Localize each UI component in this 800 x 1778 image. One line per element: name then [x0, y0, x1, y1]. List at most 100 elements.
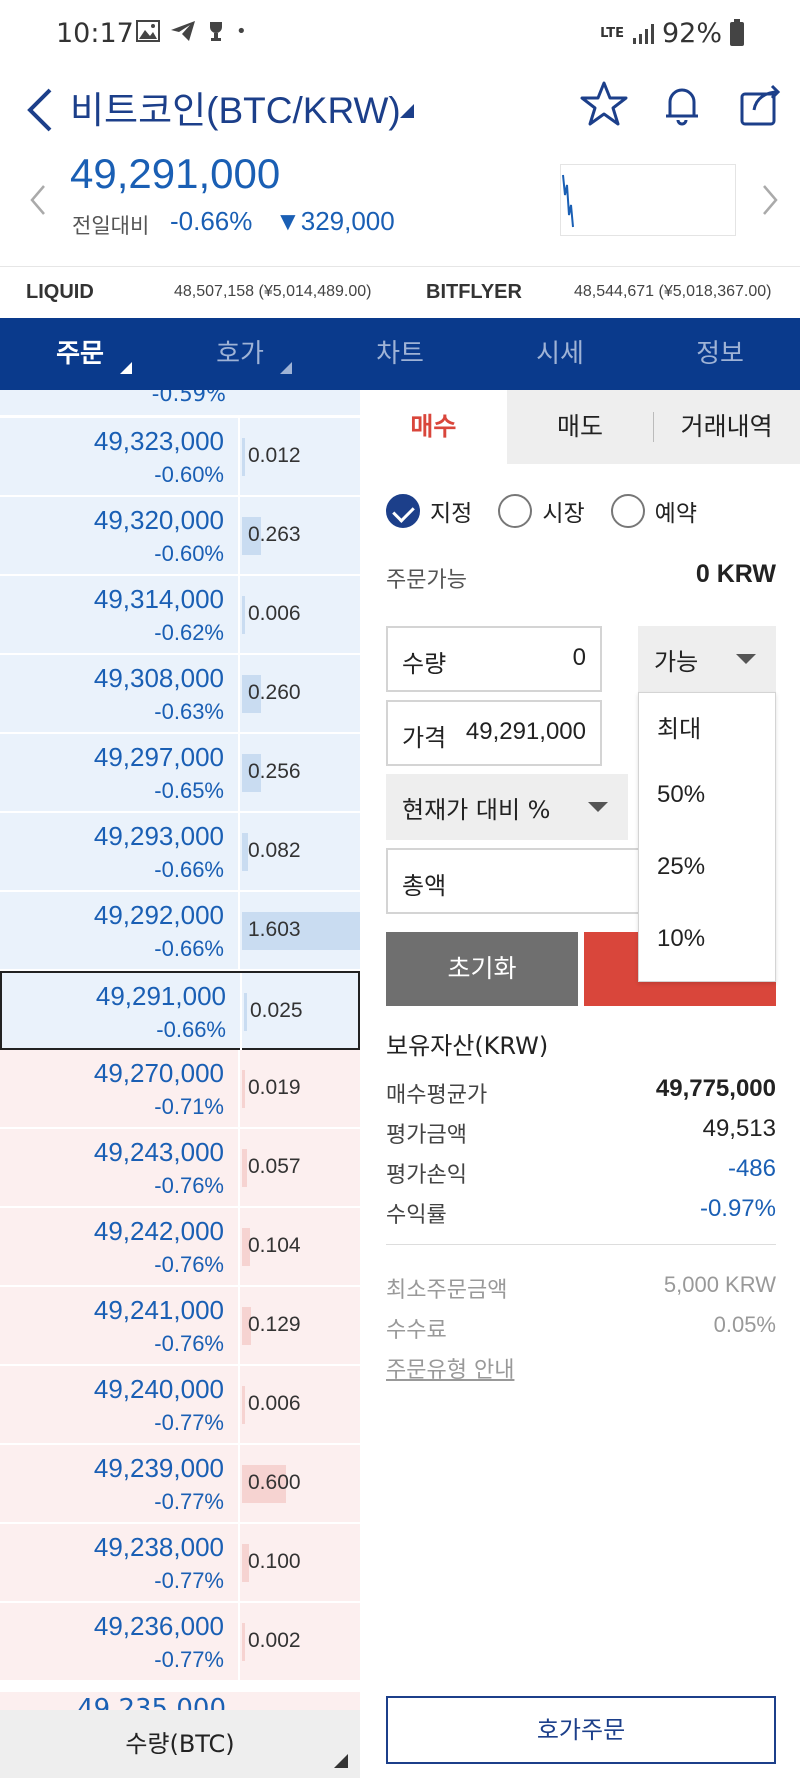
tab-info[interactable]: 정보: [696, 339, 744, 369]
orderbook-row[interactable]: 49,292,000 -0.66% 1.603: [0, 892, 360, 971]
orderbook-price: 49,238,000: [93, 1532, 224, 1562]
orderbook-row[interactable]: 49,240,000 -0.77% 0.006: [0, 1366, 360, 1445]
orderbook-row[interactable]: 49,239,000 -0.77% 0.600: [0, 1445, 360, 1524]
star-icon[interactable]: [578, 78, 630, 130]
change-percent: -0.66%: [170, 206, 253, 236]
orderbook-volume-bar: [242, 754, 261, 792]
tab-chart[interactable]: 차트: [376, 339, 424, 369]
orderbook-row[interactable]: 49,243,000 -0.76% 0.057: [0, 1129, 360, 1208]
tab-order[interactable]: 주문: [0, 318, 160, 390]
next-arrow-icon[interactable]: [754, 180, 784, 220]
orderbook-pct: -0.76%: [154, 1173, 224, 1198]
coin-title[interactable]: 비트코인(BTC/KRW): [70, 90, 401, 131]
price-input[interactable]: 가격 49,291,000: [386, 700, 602, 766]
orderbook-qty: 1.603: [248, 918, 301, 941]
orderbook-volume-bar: [242, 1149, 247, 1187]
orderbook-pct: -0.60%: [154, 462, 224, 487]
quantity-unit-toggle[interactable]: 수량(BTC): [0, 1710, 360, 1778]
orderbook-row[interactable]: 49,293,000 -0.66% 0.082: [0, 813, 360, 892]
tab-buy[interactable]: 매수: [360, 390, 507, 464]
orderbook-row[interactable]: 49,242,000 -0.76% 0.104: [0, 1208, 360, 1287]
orderbook-row[interactable]: 49,297,000 -0.65% 0.256: [0, 734, 360, 813]
exchange-name: LIQUID: [26, 281, 94, 303]
total-input[interactable]: 총액: [386, 848, 646, 914]
status-time: 10:17: [56, 18, 134, 49]
tab-market[interactable]: 시세: [536, 339, 584, 369]
title-dropdown-icon[interactable]: [400, 104, 414, 118]
bell-icon[interactable]: [656, 78, 708, 130]
change-label: 전일대비: [72, 214, 150, 238]
orderbook-pct: -0.60%: [154, 541, 224, 566]
holdings-row: 매수평균가 49,775,000: [386, 1075, 776, 1108]
orderbook-qty: 0.025: [250, 999, 303, 1022]
order-type-options: 지정 시장 예약: [386, 494, 697, 528]
dropdown-option-max[interactable]: 최대: [657, 716, 702, 743]
orderbook-order-button[interactable]: 호가주문: [386, 1696, 776, 1764]
tab-orderbook[interactable]: 호가: [160, 318, 320, 390]
exchange-value: 48,507,158 (¥5,014,489.00): [174, 283, 372, 300]
radio-market[interactable]: 시장: [498, 494, 585, 528]
orderbook[interactable]: -0.59% 49,235,000 49,323,000 -0.60% 0.012 4…: [0, 390, 360, 1710]
dropdown-option-50[interactable]: 50%: [657, 781, 706, 808]
dropdown-option-25[interactable]: 25%: [657, 853, 706, 880]
radio-limit[interactable]: 지정: [386, 494, 472, 528]
reset-button[interactable]: 초기화: [386, 932, 578, 1006]
orderbook-row[interactable]: 49,241,000 -0.76% 0.129: [0, 1287, 360, 1366]
battery-icon: [730, 18, 744, 46]
orderbook-pct: -0.66%: [156, 1017, 226, 1042]
orderbook-row[interactable]: 49,323,000 -0.60% 0.012: [0, 418, 360, 497]
lte-icon: LTE: [600, 26, 624, 41]
orderbook-price: 49,243,000: [93, 1137, 224, 1167]
orderbook-row[interactable]: 49,320,000 -0.60% 0.263: [0, 497, 360, 576]
orderbook-row[interactable]: 49,238,000 -0.77% 0.100: [0, 1524, 360, 1603]
exchange-comparison: LIQUID 48,507,158 (¥5,014,489.00) BITFLY…: [0, 266, 800, 318]
share-icon[interactable]: [734, 78, 786, 130]
orderbook-price: 49,320,000: [93, 505, 224, 535]
orderbook-row-current[interactable]: 49,291,000 -0.66% 0.025: [0, 971, 360, 1052]
orderbook-price: 49,242,000: [93, 1216, 224, 1246]
holdings-row: 평가손익 -486: [386, 1155, 776, 1188]
available-value: 0 KRW: [695, 560, 776, 588]
orderbook-row[interactable]: 49,236,000 -0.77% 0.002: [0, 1603, 360, 1682]
percent-select[interactable]: 현재가 대비 %: [386, 774, 628, 840]
orderbook-volume-bar: [244, 993, 247, 1031]
orderbook-price: 49,235,000: [77, 1694, 226, 1710]
dropdown-option-10[interactable]: 10%: [657, 925, 706, 952]
orderbook-partial-row: 49,235,000: [0, 1692, 360, 1710]
orderbook-volume-bar: [242, 1228, 250, 1266]
orderbook-price: 49,240,000: [93, 1374, 224, 1404]
price-block: 49,291,000 전일대비 -0.66% ▼329,000: [0, 150, 800, 260]
tab-sell[interactable]: 매도: [557, 412, 604, 441]
orderbook-qty: 0.256: [248, 760, 301, 783]
orderbook-volume-bar: [242, 1070, 245, 1108]
orderbook-row[interactable]: 49,308,000 -0.63% 0.260: [0, 655, 360, 734]
mini-chart[interactable]: [560, 164, 736, 236]
radio-reserve[interactable]: 예약: [610, 494, 697, 528]
back-arrow-icon[interactable]: [20, 78, 60, 138]
orderbook-pct: -0.66%: [154, 936, 224, 961]
quantity-input[interactable]: 수량 0: [386, 626, 602, 692]
tab-history[interactable]: 거래내역: [653, 390, 800, 464]
orderbook-price: 49,239,000: [93, 1453, 224, 1483]
orderbook-row[interactable]: 49,270,000 -0.71% 0.019: [0, 1050, 360, 1129]
orderbook-qty: 0.006: [248, 602, 301, 625]
change-amount: ▼329,000: [275, 206, 395, 236]
orderbook-volume-bar: [242, 1544, 249, 1582]
orderbook-qty: 0.100: [248, 1550, 301, 1573]
orderbook-pct: -0.76%: [154, 1252, 224, 1277]
exchange-name: BITFLYER: [426, 281, 522, 303]
order-panel: 매수 매도 거래내역 지정 시장 예약 주문가능 0 KRW 수량 0 가능 가…: [360, 390, 800, 1778]
orderbook-volume-bar: [242, 517, 261, 555]
orderbook-row[interactable]: 49,314,000 -0.62% 0.006: [0, 576, 360, 655]
orderbook-price: 49,308,000: [93, 663, 224, 693]
dot-icon: •: [236, 20, 247, 42]
quantity-select[interactable]: 가능: [638, 626, 776, 692]
holdings-section: 보유자산(KRW) 매수평균가 49,775,000 평가금액 49,513 평…: [386, 1026, 776, 1231]
order-type-guide-link[interactable]: 주문유형 안내: [386, 1358, 515, 1383]
quantity-dropdown-menu: 최대 50% 25% 10%: [638, 692, 776, 982]
orderbook-price: 49,292,000: [93, 900, 224, 930]
gallery-icon: [136, 20, 160, 42]
prev-arrow-icon[interactable]: [24, 180, 54, 220]
available-row: 주문가능 0 KRW: [386, 560, 776, 596]
divider: [386, 1244, 776, 1245]
